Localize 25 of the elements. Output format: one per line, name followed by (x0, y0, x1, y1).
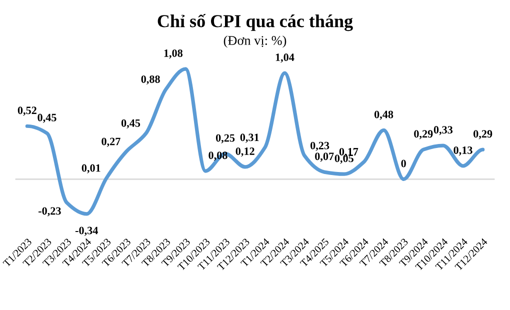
data-label: 1,08 (164, 49, 183, 59)
chart-subtitle: (Đơn vị: %) (224, 36, 286, 48)
data-label: 0,33 (434, 126, 453, 136)
data-label: 0,29 (474, 130, 492, 140)
data-label: 0,45 (38, 114, 56, 123)
data-label: 0,31 (240, 134, 259, 143)
data-label: 0 (401, 160, 406, 168)
data-label: 0,12 (236, 147, 254, 157)
data-label: 0,29 (414, 130, 433, 140)
data-label: 0,07 (315, 152, 334, 162)
chart-title: Chỉ số CPI qua các tháng (158, 14, 353, 32)
data-label: 0,45 (121, 119, 140, 128)
data-label: 0,13 (454, 146, 472, 156)
data-label: 0,17 (339, 148, 358, 158)
data-label: 0,88 (141, 75, 160, 85)
data-label: 0,48 (374, 110, 394, 120)
data-label: -0,34 (75, 226, 98, 236)
data-label: 0,27 (102, 138, 120, 147)
data-label: 1,04 (276, 54, 294, 63)
data-label: 0,23 (310, 142, 330, 151)
data-label: 0,52 (18, 106, 36, 116)
data-label: -0,23 (38, 207, 61, 216)
data-label: 0,25 (216, 134, 235, 144)
data-label: 0,05 (334, 154, 354, 164)
data-label: 0,01 (82, 164, 100, 174)
